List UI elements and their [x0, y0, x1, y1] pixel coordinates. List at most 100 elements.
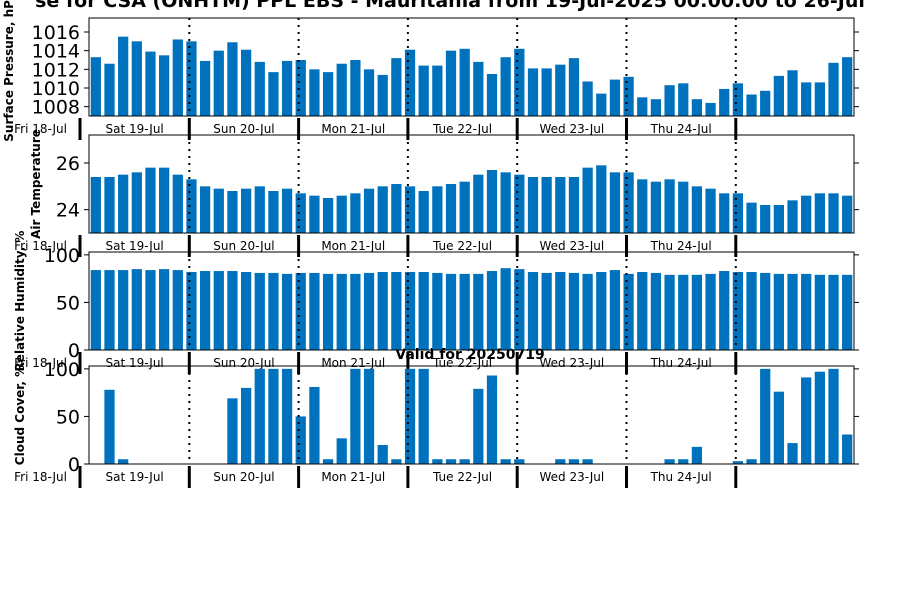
bar — [227, 398, 238, 464]
x-day-label: Sat 19-Jul — [106, 356, 164, 370]
bar — [473, 388, 484, 464]
bar — [637, 271, 648, 350]
bar — [118, 36, 129, 116]
y-tick-label: 1014 — [32, 41, 80, 63]
bar — [118, 459, 129, 464]
x-day-label: Thu 24-Jul — [650, 356, 712, 370]
bar — [527, 177, 539, 233]
bar — [281, 188, 293, 233]
bar — [555, 271, 566, 350]
bar — [281, 60, 293, 116]
bar — [281, 368, 293, 464]
bar — [159, 167, 170, 233]
x-day-label: Fri 18-Jul — [14, 356, 67, 370]
x-day-label: Thu 24-Jul — [650, 122, 712, 136]
bar — [254, 368, 265, 464]
bar — [227, 271, 238, 350]
bar — [240, 271, 252, 350]
bar — [732, 83, 744, 116]
bar — [732, 271, 744, 350]
bar — [377, 74, 388, 116]
bar — [828, 368, 839, 464]
bar — [801, 82, 812, 116]
bar — [650, 99, 662, 116]
bar — [486, 170, 498, 233]
bar — [500, 268, 511, 350]
chart-title: se for CSA (ONHTM) PPL EBS - Mauritania … — [35, 0, 865, 12]
bar — [732, 461, 744, 464]
bar — [609, 270, 621, 350]
bar — [227, 42, 238, 116]
x-day-label: Wed 23-Jul — [539, 470, 604, 484]
bar — [90, 177, 101, 233]
x-day-label: Fri 18-Jul — [14, 122, 67, 136]
bar — [705, 273, 716, 350]
bar — [514, 269, 525, 350]
bar — [760, 205, 771, 233]
bar — [623, 76, 634, 116]
x-day-label: Tue 22-Jul — [432, 470, 492, 484]
bar — [814, 274, 825, 350]
x-day-label: Wed 23-Jul — [539, 356, 604, 370]
x-day-label: Tue 22-Jul — [432, 239, 492, 253]
y-axis-label: Cloud Cover, % — [13, 365, 27, 465]
plot-frame — [88, 365, 855, 465]
bar — [582, 167, 593, 233]
bar — [664, 459, 675, 464]
x-day-label: Thu 24-Jul — [650, 470, 712, 484]
bar — [500, 57, 511, 116]
bar — [609, 172, 621, 233]
bar — [773, 391, 784, 464]
bar — [486, 74, 498, 116]
bar — [172, 270, 183, 350]
bar — [391, 459, 402, 464]
bar — [787, 273, 798, 350]
bar — [213, 271, 224, 350]
bar — [295, 193, 306, 233]
bar — [131, 41, 142, 116]
bar — [213, 188, 224, 233]
bar — [514, 174, 525, 233]
bar — [623, 172, 634, 233]
bar — [801, 273, 812, 350]
bar — [254, 186, 265, 233]
y-tick-label: 26 — [56, 153, 80, 175]
bar — [432, 459, 443, 464]
bar — [432, 186, 443, 233]
bar — [568, 459, 580, 464]
bar — [445, 50, 457, 116]
bar — [459, 48, 470, 116]
x-day-label: Fri 18-Jul — [14, 470, 67, 484]
bar — [732, 193, 744, 233]
bar — [596, 93, 607, 116]
bar — [486, 375, 498, 464]
bar — [322, 273, 334, 350]
y-tick-label: 0 — [68, 340, 80, 362]
bar — [828, 274, 839, 350]
bar — [432, 65, 443, 116]
bar — [309, 272, 320, 350]
bar — [227, 191, 238, 233]
bar — [240, 188, 252, 233]
bar — [500, 172, 511, 233]
y-tick-label: 0 — [68, 454, 80, 476]
x-day-label: Tue 22-Jul — [432, 356, 492, 370]
bar — [568, 177, 580, 233]
bar — [623, 273, 634, 350]
bar — [582, 273, 593, 350]
bar — [240, 387, 252, 464]
bar — [172, 174, 183, 233]
bar — [145, 270, 156, 350]
bar — [555, 459, 566, 464]
bar — [773, 75, 784, 116]
bar — [172, 39, 183, 116]
x-day-label: Mon 21-Jul — [321, 122, 385, 136]
bar — [268, 72, 279, 116]
bar — [473, 61, 484, 116]
bar — [582, 459, 593, 464]
bar — [746, 94, 757, 116]
x-day-label: Thu 24-Jul — [650, 239, 712, 253]
bar — [814, 371, 825, 464]
bar — [145, 167, 156, 233]
